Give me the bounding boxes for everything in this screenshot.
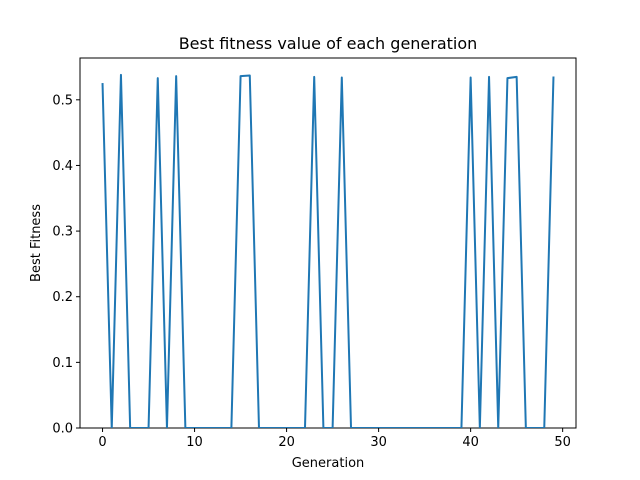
x-tick-label: 50 bbox=[554, 435, 571, 450]
x-tick-label: 30 bbox=[370, 435, 387, 450]
x-tick-label: 10 bbox=[186, 435, 203, 450]
y-tick-label: 0.2 bbox=[52, 290, 73, 305]
x-axis-label: Generation bbox=[292, 456, 365, 471]
chart-title: Best fitness value of each generation bbox=[179, 34, 478, 53]
y-tick-label: 0.5 bbox=[52, 93, 73, 108]
y-tick-label: 0.3 bbox=[52, 225, 73, 240]
y-axis-label: Best Fitness bbox=[29, 204, 44, 282]
x-tick-label: 0 bbox=[98, 435, 106, 450]
x-tick-label: 40 bbox=[462, 435, 479, 450]
y-tick-label: 0.1 bbox=[52, 356, 73, 371]
y-tick-label: 0.4 bbox=[52, 159, 73, 174]
y-tick-label: 0.0 bbox=[52, 422, 73, 437]
series-line-0 bbox=[101, 73, 555, 428]
x-axis: 0 10 20 30 40 50 bbox=[98, 428, 571, 450]
x-tick-label: 20 bbox=[278, 435, 295, 450]
y-axis: 0.0 0.1 0.2 0.3 0.4 0.5 bbox=[52, 93, 80, 437]
line-layer bbox=[101, 73, 555, 428]
